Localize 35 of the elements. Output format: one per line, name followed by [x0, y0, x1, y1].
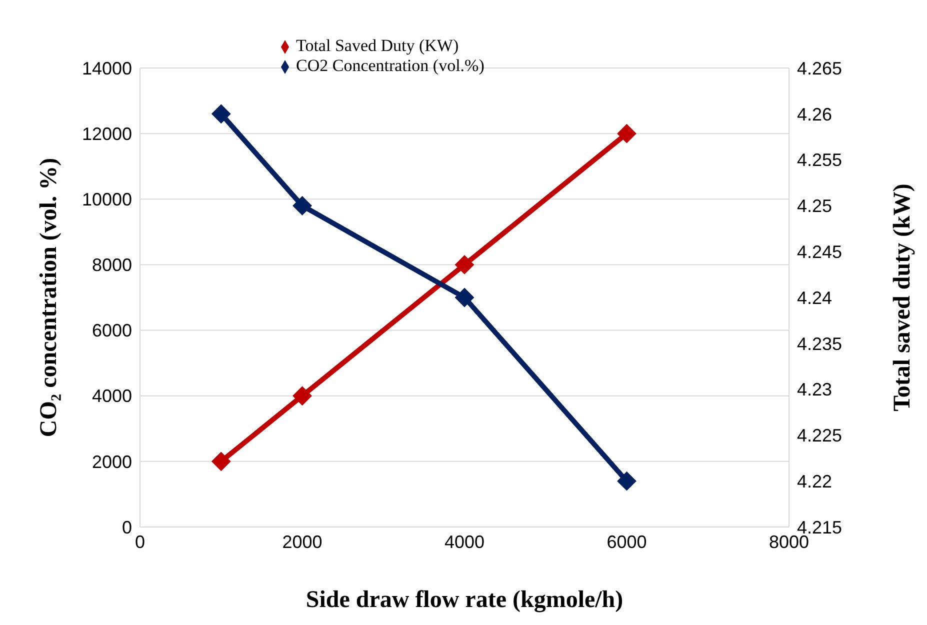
x-tick-label: 4000	[444, 532, 485, 552]
y-tick-label: 6000	[92, 320, 132, 341]
point	[455, 255, 474, 274]
y2-tick-label: 4.245	[797, 242, 842, 262]
point	[617, 472, 636, 491]
point	[212, 104, 231, 124]
y-tick-label: 12000	[82, 124, 132, 144]
y2-axis-title: Total saved duty (kW)	[890, 184, 916, 412]
y-tick-label: 14000	[82, 58, 132, 78]
y2-tick-label: 4.235	[797, 334, 842, 354]
point	[617, 124, 636, 144]
point	[212, 452, 231, 471]
y-tick-label: 10000	[82, 190, 132, 210]
y2-tick-label: 4.255	[797, 150, 842, 170]
point	[292, 196, 312, 216]
x-tick-label: 6000	[606, 532, 647, 552]
y-tick-label: 2000	[92, 452, 132, 472]
y-tick-label: 4000	[92, 386, 132, 406]
y2-tick-label: 4.225	[797, 426, 842, 446]
y-axis-title: CO₂ concentration (vol. %)	[36, 158, 62, 438]
legend-label: CO2 Concentration (vol.%)	[296, 56, 484, 75]
x-tick-label: 0	[134, 532, 146, 552]
legend-label: Total Saved Duty (KW)	[296, 36, 459, 55]
y-tick-label: 8000	[92, 255, 132, 276]
y2-tick-label: 4.24	[797, 288, 832, 308]
x-axis-title: Side draw flow rate (kgmole/h)	[306, 587, 624, 613]
y2-tick-label: 4.265	[797, 58, 842, 78]
y2-tick-label: 4.25	[797, 196, 832, 216]
point	[455, 288, 474, 307]
x-tick-label: 2000	[282, 532, 322, 552]
y2-tick-label: 4.22	[797, 471, 832, 492]
point	[292, 386, 312, 406]
y2-tick-label: 4.26	[797, 104, 832, 124]
y2-tick-label: 4.23	[797, 380, 832, 400]
y-tick-label: 0	[122, 517, 132, 538]
